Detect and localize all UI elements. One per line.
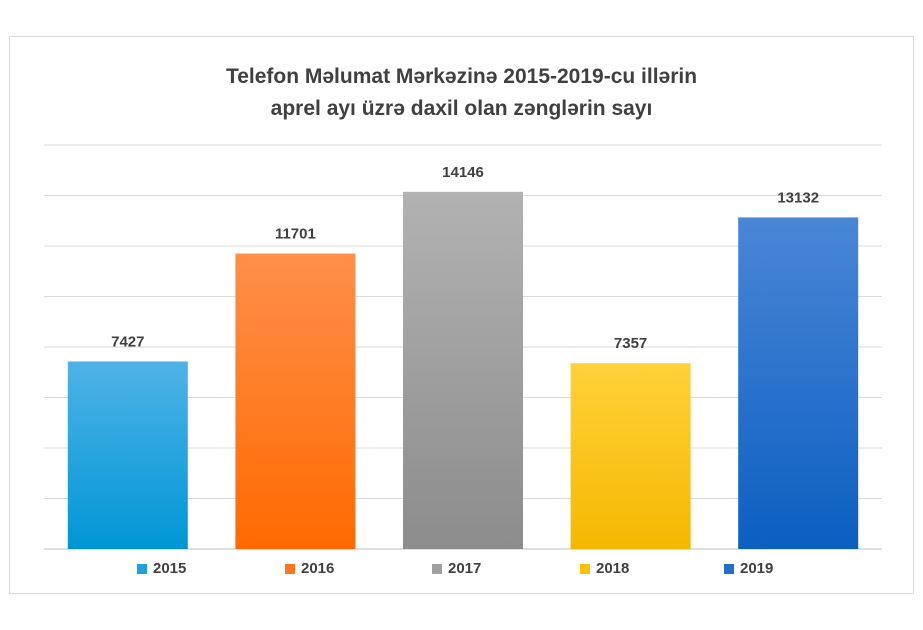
chart-title: Telefon Məlumat Mərkəzinə 2015-2019-cu i… [0,61,923,125]
chart-legend: 2015 2016 2017 2018 2019 [0,560,923,584]
bar-2018 [570,363,691,549]
bar-2016 [235,253,356,549]
legend-label: 2018 [596,560,630,577]
data-label-2016: 11701 [275,226,316,243]
legend-swatch [580,563,590,574]
legend-item-2017: 2017 [432,560,481,577]
legend-item-2015: 2015 [137,560,186,577]
data-label-2017: 14146 [442,164,484,181]
legend-label: 2015 [153,560,187,577]
legend-swatch [285,563,295,574]
legend-swatch [724,563,734,574]
legend-swatch [137,563,147,574]
bar-2019 [738,217,859,550]
legend-swatch [432,563,442,574]
legend-item-2018: 2018 [580,560,629,577]
legend-label: 2017 [448,560,482,577]
bar-2017 [403,191,523,549]
legend-label: 2019 [740,560,774,577]
data-label-2019: 13132 [777,189,819,206]
chart-title-line-2: aprel ayı üzrə daxil olan zənglərin sayı [270,97,653,120]
chart-title-line-1: Telefon Məlumat Mərkəzinə 2015-2019-cu i… [225,65,698,88]
data-label-2015: 7427 [111,333,144,350]
legend-item-2016: 2016 [285,560,334,577]
data-label-2018: 7357 [614,335,647,352]
legend-item-2019: 2019 [724,560,773,577]
bar-2015 [67,361,188,549]
legend-label: 2016 [301,560,335,577]
